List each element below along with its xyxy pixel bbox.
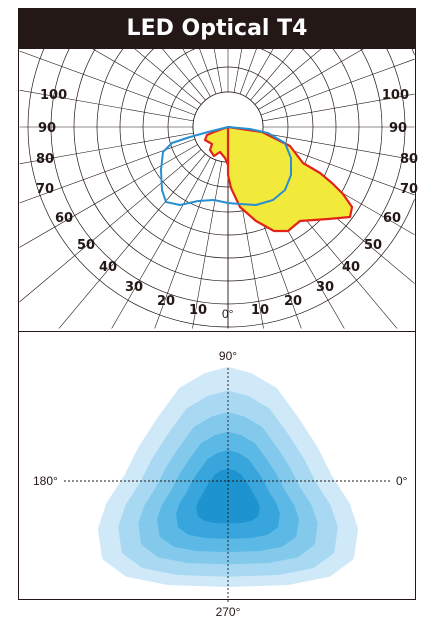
section-divider: [19, 331, 415, 332]
radial-label-left: 100: [40, 88, 67, 103]
radial-label-left: 30: [125, 280, 143, 295]
radial-label-left: 50: [77, 238, 95, 253]
radial-label-left: 60: [55, 211, 73, 226]
polar-distribution-chart: [19, 48, 415, 329]
radial-label-right: 20: [284, 294, 302, 309]
polar-ray: [182, 48, 229, 128]
polar-ray: [19, 50, 229, 128]
polar-ray: [227, 48, 243, 128]
polar-center-label: 0°: [222, 307, 234, 321]
radial-label-left: 90: [38, 121, 56, 136]
radial-label-right: 70: [400, 182, 418, 197]
polar-ray: [192, 126, 229, 329]
iso-label-left: 180°: [33, 474, 58, 488]
polar-labels-right: 100 90 80 70 60 50 40 30 20 10: [251, 88, 418, 318]
radial-label-right: 80: [400, 152, 418, 167]
polar-ray: [161, 48, 229, 128]
polar-ray: [58, 126, 229, 329]
polar-ray: [227, 48, 274, 128]
polar-ray: [133, 48, 229, 128]
radial-label-right: 90: [389, 121, 407, 136]
radial-label-left: 20: [157, 294, 175, 309]
polar-ray: [227, 58, 415, 128]
iso-label-bottom: 270°: [216, 605, 241, 619]
radial-label-left: 70: [36, 182, 54, 197]
radial-label-right: 100: [382, 88, 409, 103]
polar-ray: [91, 48, 229, 128]
polar-ray: [227, 48, 295, 128]
polar-ray: [199, 48, 229, 128]
radial-label-right: 50: [364, 238, 382, 253]
iso-label-right: 0°: [396, 474, 408, 488]
radial-label-right: 30: [316, 280, 334, 295]
polar-ray: [227, 48, 323, 128]
polar-ray: [19, 126, 229, 204]
polar-curve-blue: [160, 126, 292, 206]
polar-ray: [227, 48, 257, 128]
radial-label-right: 10: [251, 303, 269, 318]
radial-label-left: 80: [36, 152, 54, 167]
radial-label-right: 60: [383, 211, 401, 226]
radial-label-left: 40: [99, 260, 117, 275]
radial-label-left: 10: [189, 303, 207, 318]
polar-ray: [227, 126, 415, 161]
polar-ray: [111, 126, 229, 329]
page-title: LED Optical T4: [19, 9, 415, 49]
polar-ray: [19, 126, 229, 165]
polar-ray: [154, 126, 229, 329]
radial-label-right: 40: [342, 260, 360, 275]
polar-ray: [213, 48, 229, 128]
polar-ray: [227, 48, 365, 128]
polar-labels-left: 100 90 80 70 60 50 40 30 20 10: [36, 88, 207, 318]
polar-ray: [19, 89, 229, 128]
polar-ray: [227, 93, 415, 128]
iso-label-top: 90°: [219, 349, 237, 363]
polar-ray: [19, 126, 229, 248]
polar-ray: [19, 126, 229, 303]
polar-curve-red-left: [203, 125, 230, 167]
